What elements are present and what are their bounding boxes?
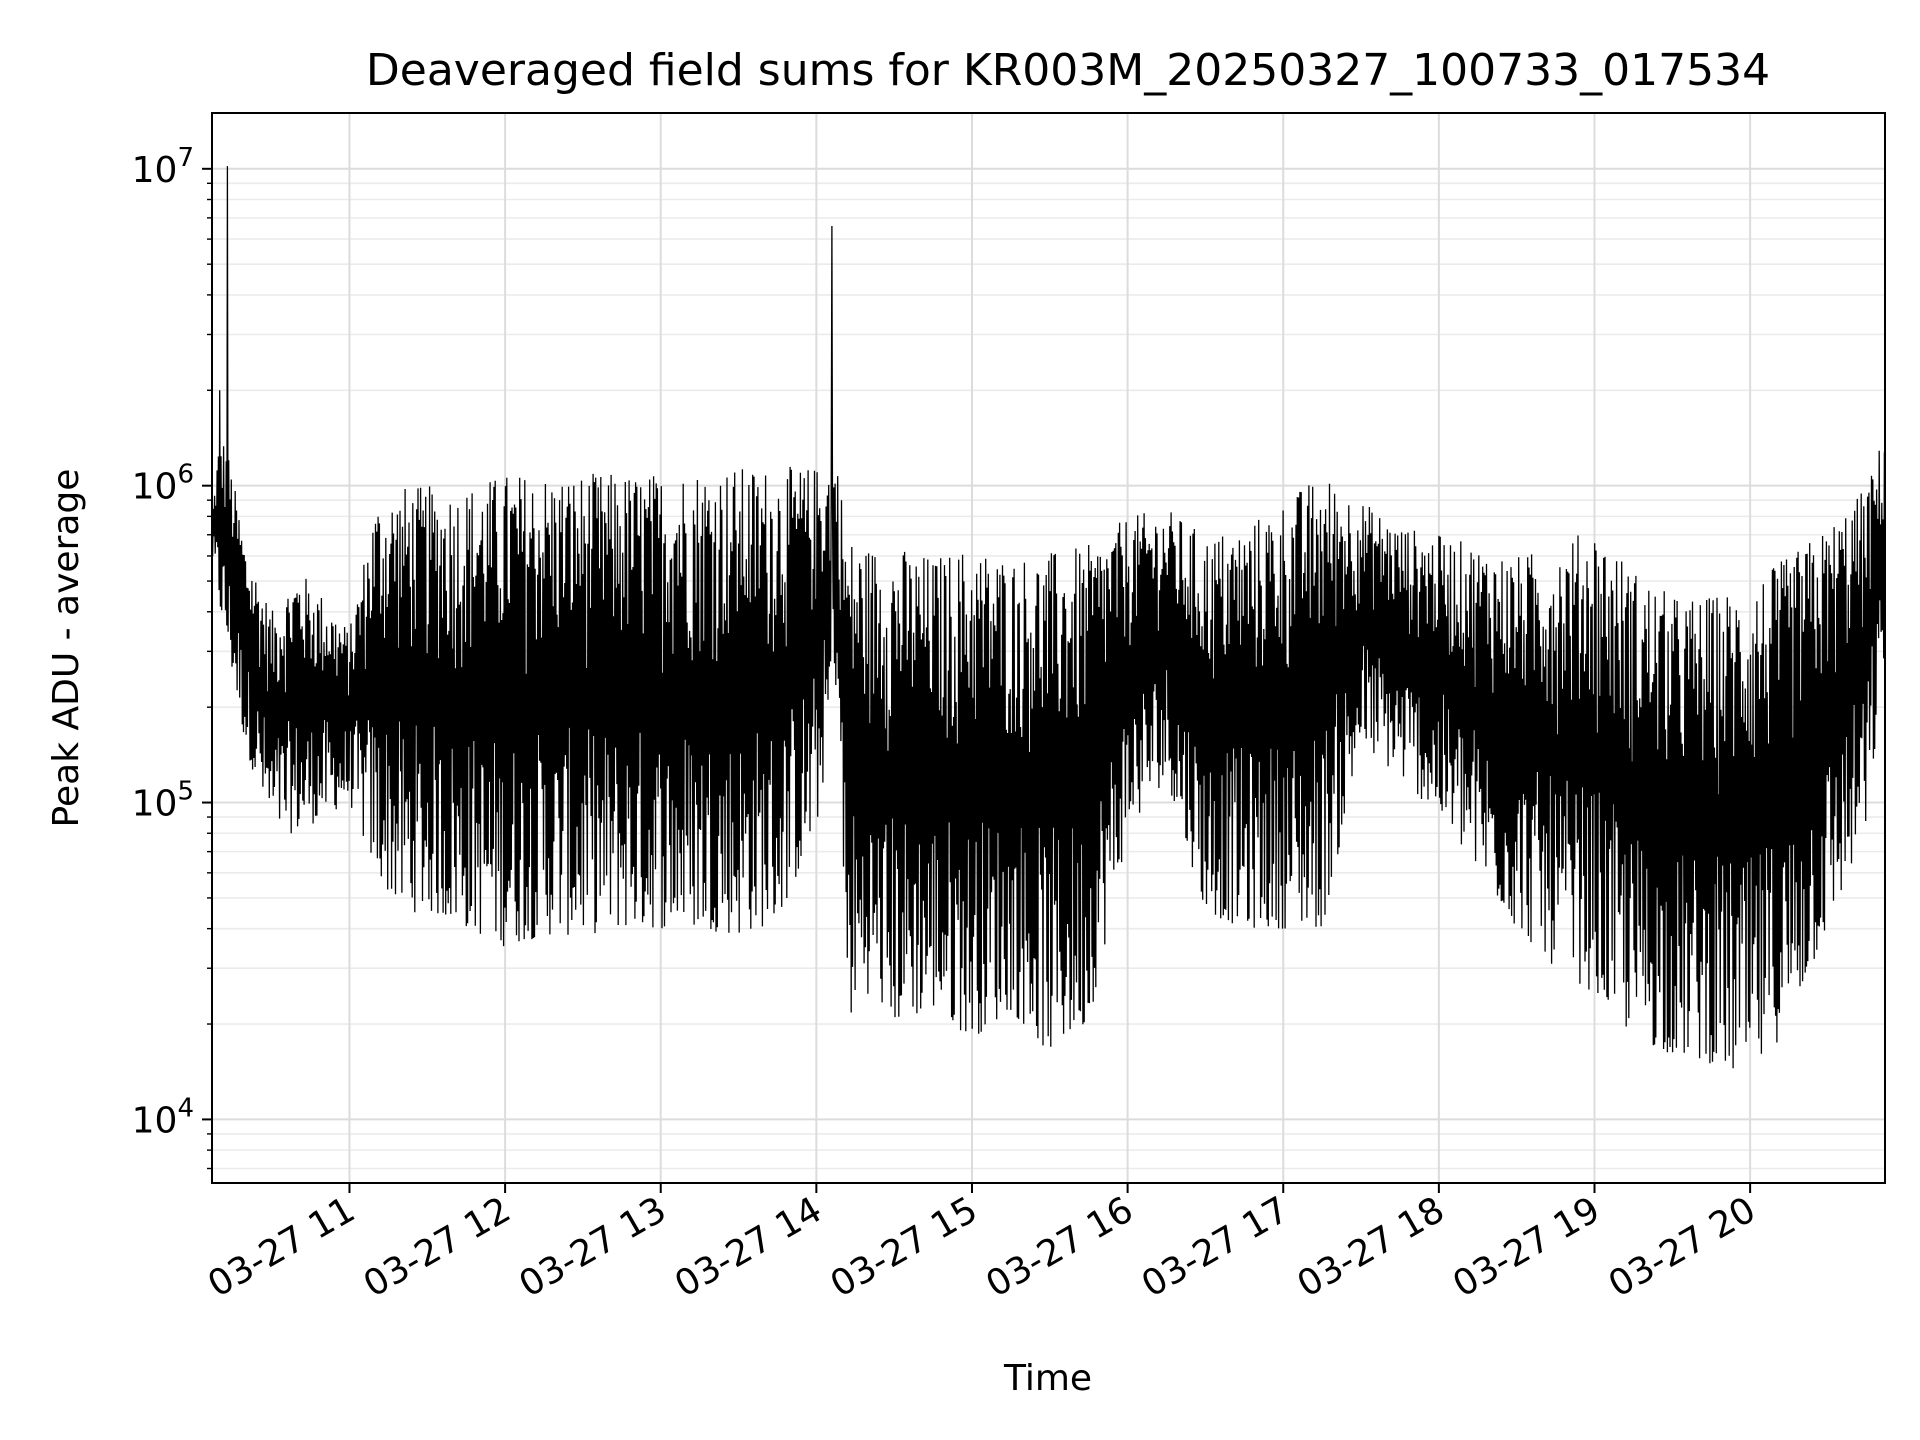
series-path	[211, 166, 1886, 1069]
x-axis-label: Time	[1003, 1358, 1092, 1399]
y-axis-label: Peak ADU - average	[46, 469, 87, 828]
y-tick-label: 104	[132, 1093, 194, 1141]
y-axis: 104 105 106 107	[132, 143, 212, 1170]
plot-frame	[211, 112, 1886, 1184]
chart-title: Deaveraged field sums for KR003M_2025032…	[366, 45, 1770, 96]
y-tick-label: 107	[132, 143, 194, 191]
y-tick-label: 105	[132, 777, 194, 825]
y-tick-label: 106	[132, 460, 194, 508]
series-line	[211, 166, 1886, 1069]
